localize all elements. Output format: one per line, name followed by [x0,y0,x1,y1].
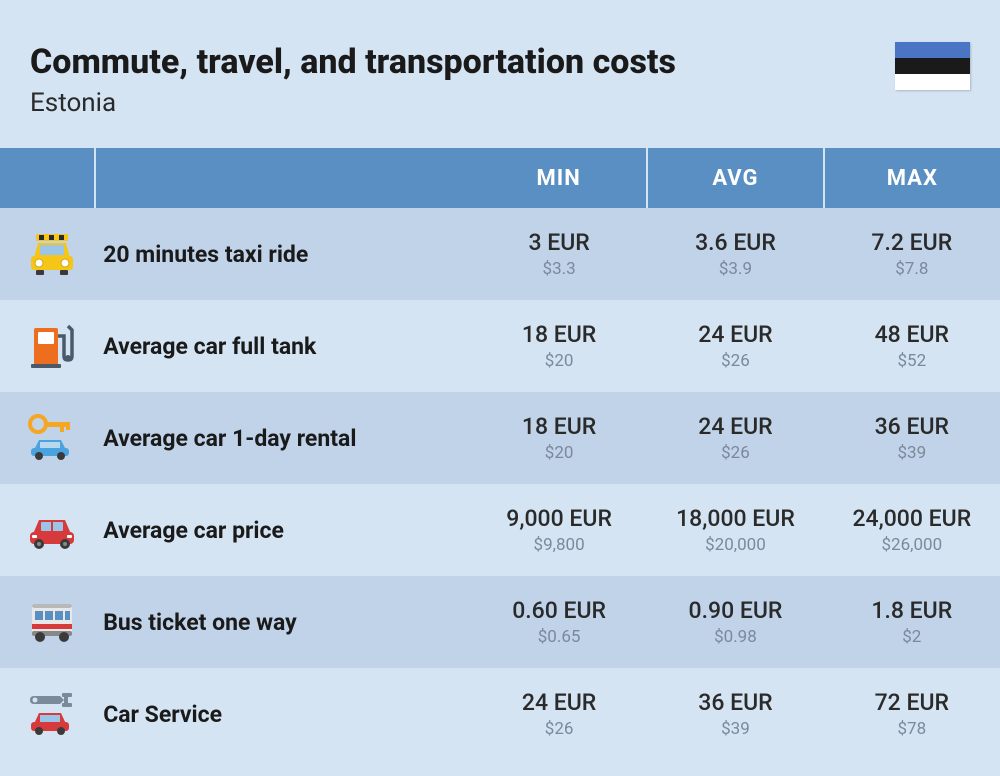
eur-value: 18 EUR [471,320,647,350]
cell-max: 7.2 EUR$7.8 [824,208,1000,300]
usd-value: $2 [824,626,1000,648]
cell-avg: 18,000 EUR$20,000 [647,484,823,576]
cell-max: 24,000 EUR$26,000 [824,484,1000,576]
usd-value: $9,800 [471,534,647,556]
page-subtitle: Estonia [30,88,895,118]
eur-value: 9,000 EUR [471,504,647,534]
cell-avg: 24 EUR$26 [647,300,823,392]
usd-value: $26,000 [824,534,1000,556]
page-header: Commute, travel, and transportation cost… [0,0,1000,148]
usd-value: $52 [824,350,1000,372]
usd-value: $26 [647,350,823,372]
th-label-col [95,148,471,208]
table-header-row: MIN AVG MAX [0,148,1000,208]
eur-value: 24 EUR [647,412,823,442]
flag-stripe-1 [895,42,970,58]
cell-max: 48 EUR$52 [824,300,1000,392]
th-max: MAX [824,148,1000,208]
eur-value: 36 EUR [647,688,823,718]
bus-icon [0,576,95,668]
row-label: Bus ticket one way [95,576,471,668]
eur-value: 72 EUR [824,688,1000,718]
table-row: Average car full tank18 EUR$2024 EUR$264… [0,300,1000,392]
eur-value: 3 EUR [471,228,647,258]
row-label: Average car price [95,484,471,576]
header-text-block: Commute, travel, and transportation cost… [30,42,895,118]
table-row: Average car 1-day rental18 EUR$2024 EUR$… [0,392,1000,484]
usd-value: $20 [471,442,647,464]
page-title: Commute, travel, and transportation cost… [30,42,895,82]
eur-value: 48 EUR [824,320,1000,350]
table-row: Bus ticket one way0.60 EUR$0.650.90 EUR$… [0,576,1000,668]
taxi-icon [0,208,95,300]
eur-value: 24 EUR [647,320,823,350]
th-min: MIN [471,148,647,208]
eur-value: 0.60 EUR [471,596,647,626]
usd-value: $0.98 [647,626,823,648]
cell-avg: 36 EUR$39 [647,668,823,760]
cell-min: 24 EUR$26 [471,668,647,760]
estonia-flag-icon [895,42,970,90]
eur-value: 1.8 EUR [824,596,1000,626]
car-key-icon [0,392,95,484]
cell-min: 9,000 EUR$9,800 [471,484,647,576]
usd-value: $39 [647,718,823,740]
row-label: Average car full tank [95,300,471,392]
cell-max: 72 EUR$78 [824,668,1000,760]
usd-value: $20,000 [647,534,823,556]
fuel-pump-icon [0,300,95,392]
eur-value: 18 EUR [471,412,647,442]
usd-value: $78 [824,718,1000,740]
flag-stripe-2 [895,58,970,74]
eur-value: 7.2 EUR [824,228,1000,258]
costs-table: MIN AVG MAX 20 minutes taxi ride3 EUR$3.… [0,148,1000,760]
eur-value: 24,000 EUR [824,504,1000,534]
wrench-car-icon [0,668,95,760]
usd-value: $3.3 [471,258,647,280]
th-avg: AVG [647,148,823,208]
car-icon [0,484,95,576]
cell-min: 18 EUR$20 [471,392,647,484]
cell-avg: 0.90 EUR$0.98 [647,576,823,668]
cell-min: 0.60 EUR$0.65 [471,576,647,668]
cell-avg: 24 EUR$26 [647,392,823,484]
eur-value: 24 EUR [471,688,647,718]
eur-value: 3.6 EUR [647,228,823,258]
row-label: Average car 1-day rental [95,392,471,484]
cell-avg: 3.6 EUR$3.9 [647,208,823,300]
usd-value: $26 [647,442,823,464]
cell-max: 1.8 EUR$2 [824,576,1000,668]
usd-value: $0.65 [471,626,647,648]
flag-stripe-3 [895,74,970,90]
usd-value: $26 [471,718,647,740]
usd-value: $39 [824,442,1000,464]
table-row: 20 minutes taxi ride3 EUR$3.33.6 EUR$3.9… [0,208,1000,300]
usd-value: $3.9 [647,258,823,280]
eur-value: 0.90 EUR [647,596,823,626]
row-label: Car Service [95,668,471,760]
table-row: Car Service24 EUR$2636 EUR$3972 EUR$78 [0,668,1000,760]
th-icon-col [0,148,95,208]
cell-min: 18 EUR$20 [471,300,647,392]
cell-min: 3 EUR$3.3 [471,208,647,300]
row-label: 20 minutes taxi ride [95,208,471,300]
cell-max: 36 EUR$39 [824,392,1000,484]
table-row: Average car price9,000 EUR$9,80018,000 E… [0,484,1000,576]
usd-value: $20 [471,350,647,372]
eur-value: 18,000 EUR [647,504,823,534]
usd-value: $7.8 [824,258,1000,280]
eur-value: 36 EUR [824,412,1000,442]
